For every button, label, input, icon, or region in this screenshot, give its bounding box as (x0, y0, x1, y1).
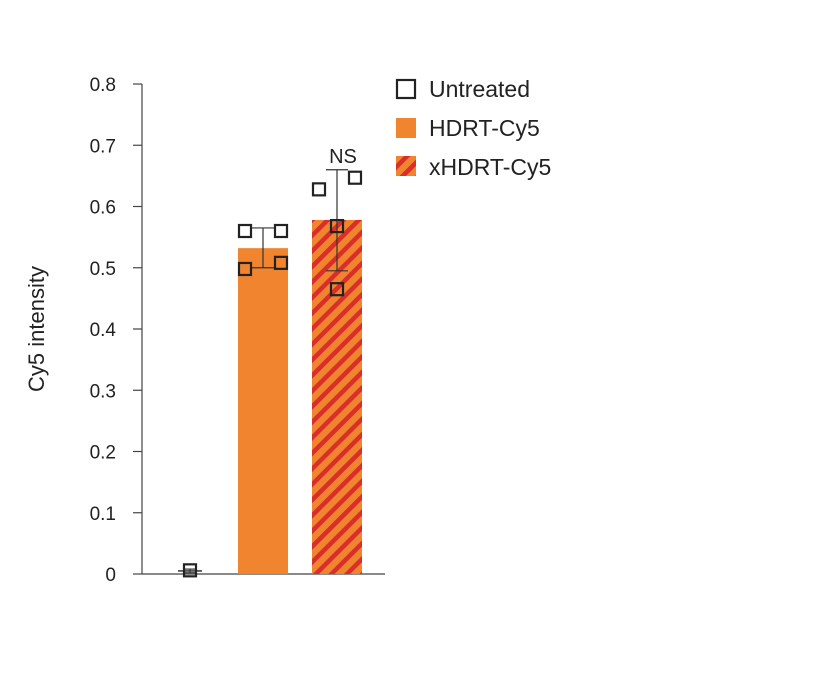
data-points-group (182, 170, 363, 578)
legend-swatch-hdrt-cy5 (396, 118, 416, 138)
data-point-xhdrt-cy5 (329, 282, 345, 297)
bar-xhdrt-cy5 (312, 219, 362, 574)
y-tick-label: 0.6 (90, 198, 116, 219)
data-point-hdrt-cy5 (273, 223, 289, 239)
legend-label-untreated: Untreated (429, 76, 530, 102)
data-point-untreated (182, 563, 198, 578)
data-point-hdrt-cy5 (237, 261, 253, 277)
data-point-hdrt-cy5 (273, 255, 289, 270)
y-axis-label: Cy5 intensity (24, 266, 49, 392)
y-tick-label: 0.5 (90, 259, 116, 280)
data-point-hdrt-cy5 (237, 223, 253, 239)
bars-group (178, 219, 362, 574)
legend-label-hdrt-cy5: HDRT-Cy5 (429, 115, 540, 141)
legend-label-xhdrt-cy5: xHDRT-Cy5 (429, 154, 551, 180)
annotation-ns: NS (329, 146, 357, 168)
y-tick-label: 0.7 (90, 136, 116, 157)
error-bars-group (185, 169, 348, 574)
y-tick-label: 0.1 (90, 504, 116, 525)
y-tick-label: 0.4 (90, 320, 117, 341)
data-point-xhdrt-cy5 (347, 170, 363, 185)
data-point-xhdrt-cy5 (329, 219, 345, 234)
y-tick-label: 0.3 (90, 381, 116, 402)
bar-hdrt-cy5 (238, 248, 288, 574)
y-tick-label: 0.2 (90, 443, 116, 464)
data-point-xhdrt-cy5 (311, 182, 327, 197)
y-axis-ticks: 0 0.1 0.2 0.3 0.4 0.5 0.6 0.7 0.8 (90, 75, 142, 586)
y-tick-label: 0 (105, 565, 116, 586)
y-tick-label: 0.8 (90, 75, 116, 96)
legend-swatch-untreated (395, 78, 417, 100)
legend: Untreated HDRT-Cy5 xHDRT-Cy5 (395, 76, 551, 180)
legend-swatch-xhdrt-cy5 (396, 156, 416, 176)
